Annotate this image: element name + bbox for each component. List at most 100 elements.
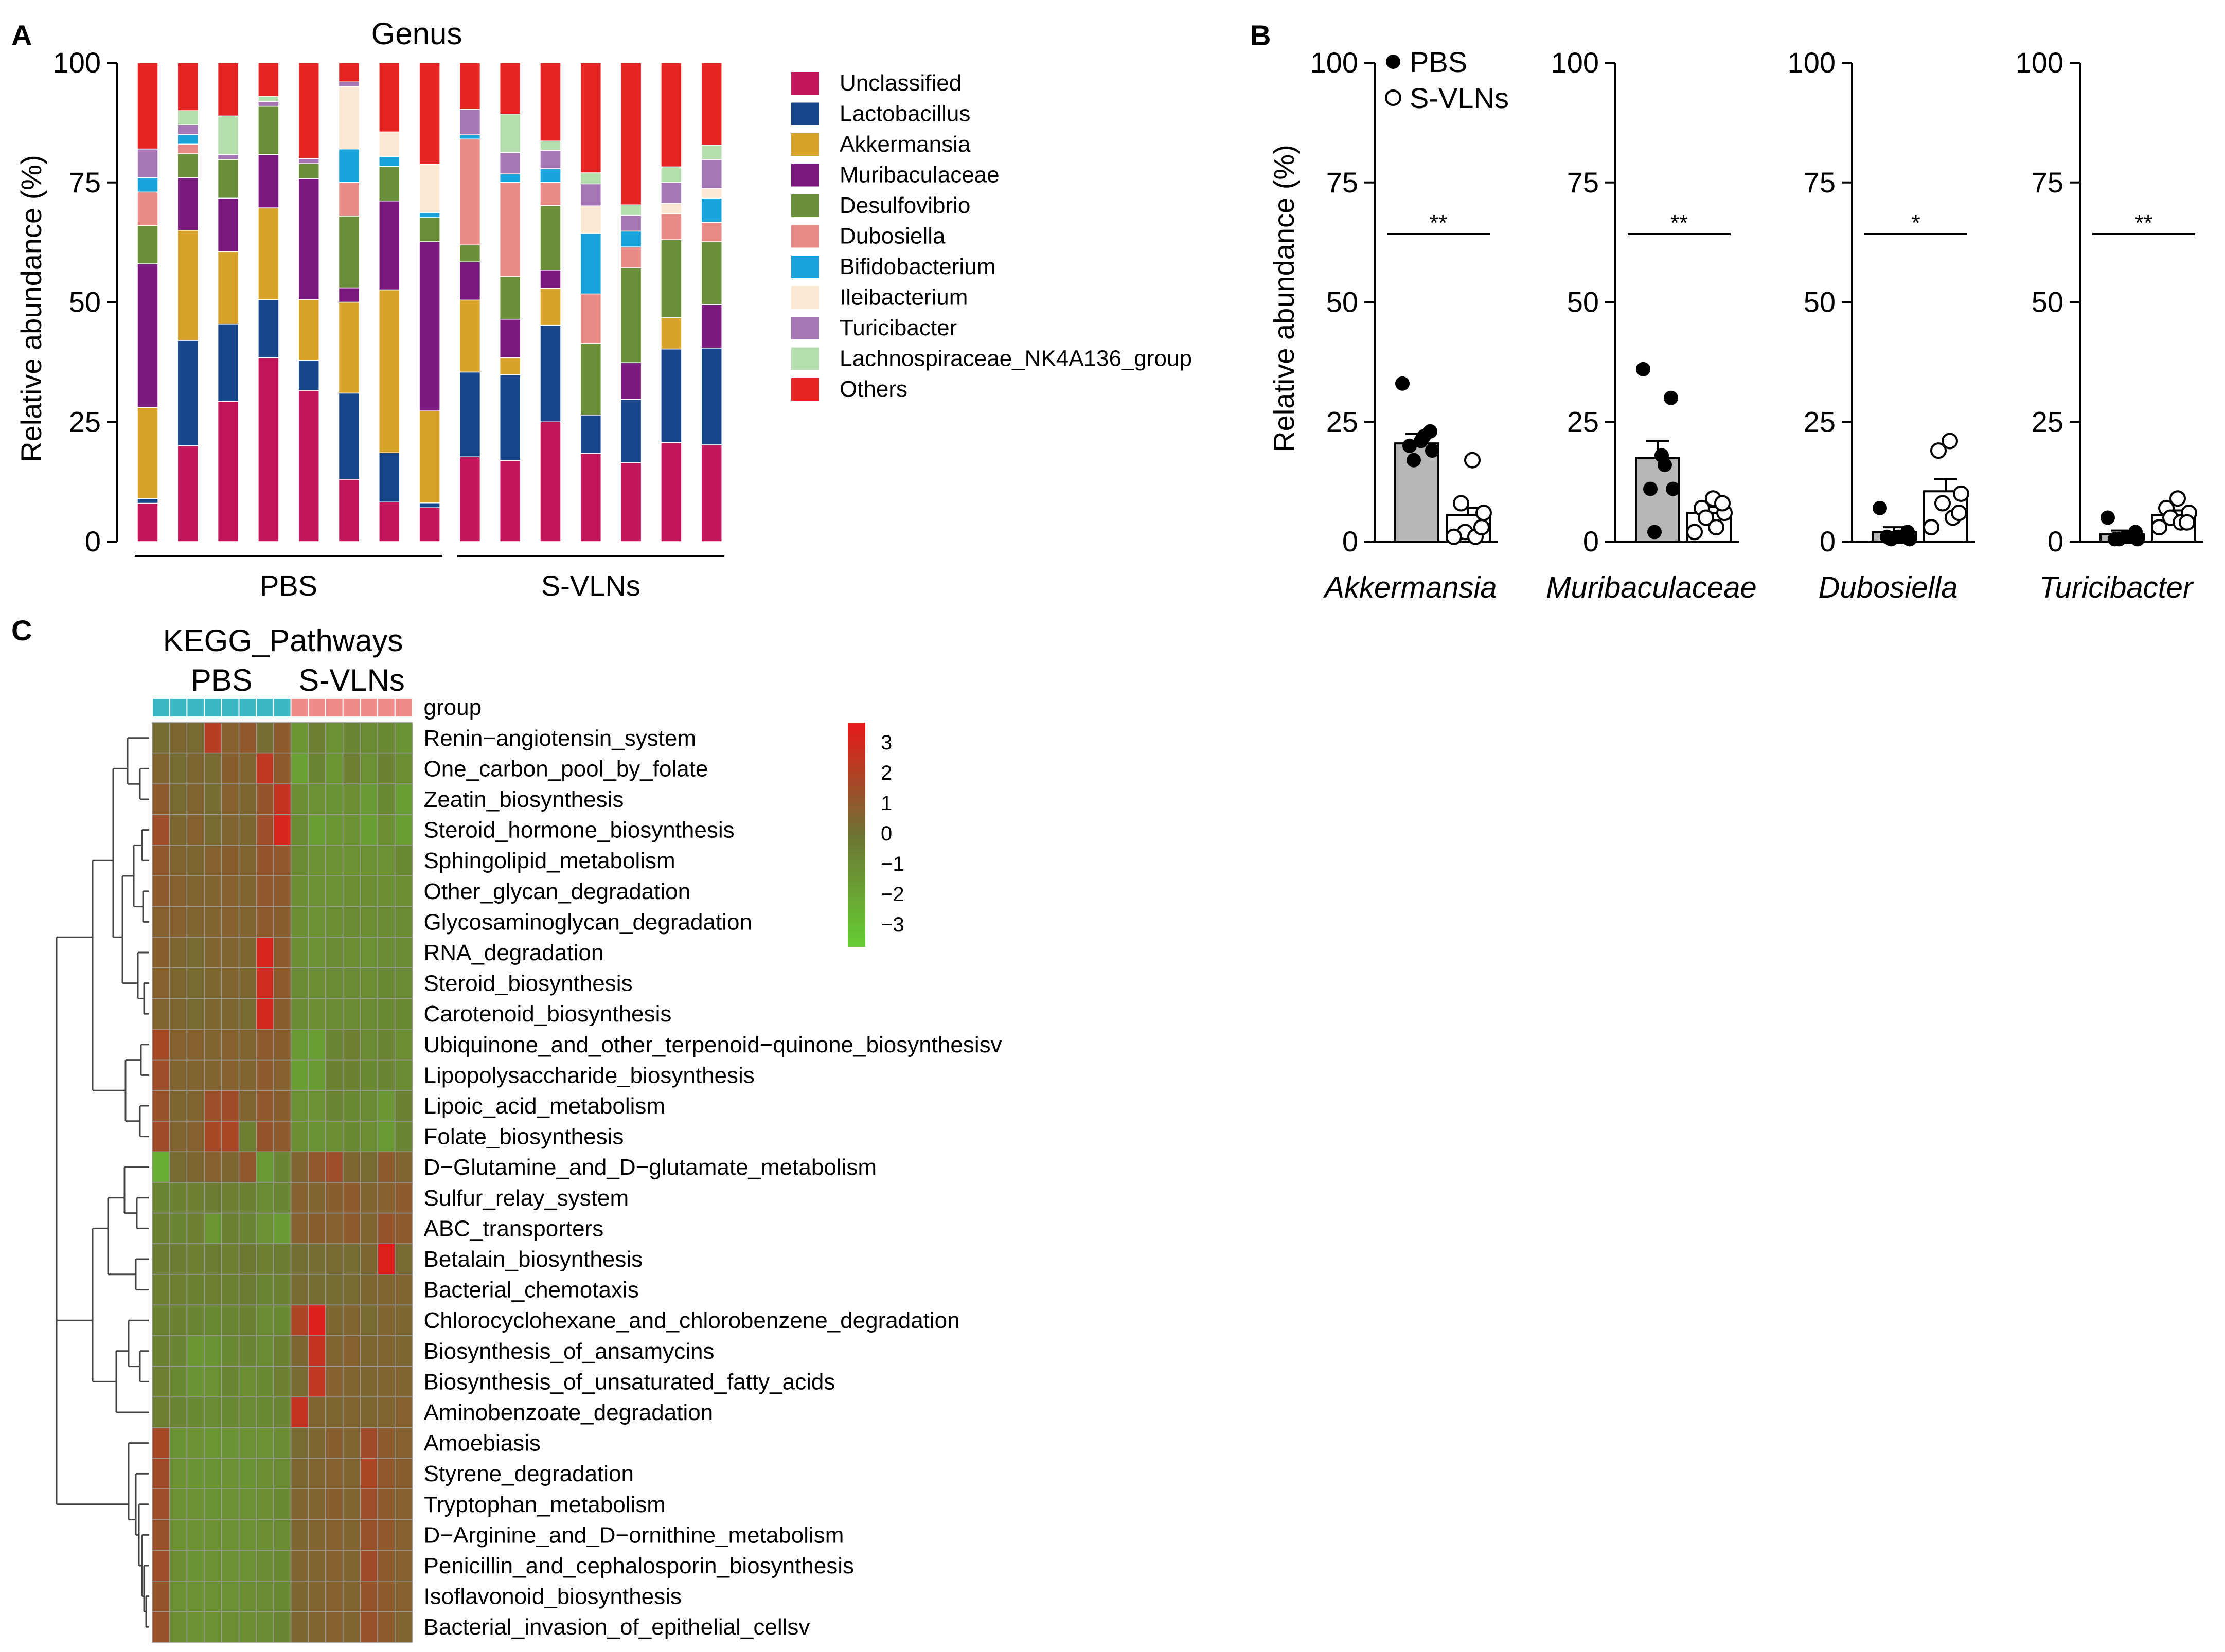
bar-segment — [620, 204, 642, 216]
bar-segment — [258, 105, 279, 155]
bar-segment — [298, 158, 319, 164]
heatmap-cell — [360, 998, 378, 1030]
heatmap-cell — [377, 1121, 396, 1153]
color-scale-step — [848, 834, 865, 839]
heatmap-cell — [152, 1029, 170, 1061]
heatmap-cell — [273, 937, 292, 968]
group-annotation-cell — [360, 698, 379, 717]
heatmap-cell — [186, 814, 205, 846]
taxon-label: Akkermansia — [1323, 571, 1497, 604]
panel-c-row-labels: Renin−angiotensin_system One_carbon_pool_… — [424, 726, 1002, 1640]
heatmap-cell — [360, 783, 378, 815]
heatmap-cell — [325, 1550, 344, 1582]
taxon-label: Dubosiella — [1819, 571, 1958, 604]
heatmap-cell — [256, 722, 274, 754]
s-vlns-data-point — [1446, 528, 1462, 545]
bar-segment — [217, 62, 239, 117]
heatmap-cell — [238, 845, 257, 876]
color-scale-step — [848, 872, 865, 876]
panel-a-group-label: S-VLNs — [541, 569, 640, 602]
heatmap-cell — [360, 906, 378, 938]
color-scale-step — [848, 730, 865, 734]
bar-segment — [580, 453, 602, 542]
heatmap-cell — [221, 752, 240, 784]
heatmap-cell — [169, 1335, 188, 1367]
significance-stars: ** — [1670, 210, 1688, 236]
bar-segment — [338, 81, 360, 87]
panel-a-y-axis-label: Relative abundance (%) — [15, 155, 47, 462]
heatmap-cell — [377, 1274, 396, 1306]
heatmap-cell — [256, 1488, 274, 1520]
heatmap-cell — [395, 967, 413, 999]
panel-b-subplots: 0 25 50 75 100 ** Akkermansia 0 25 50 75 100 ** Murib… — [1310, 46, 2203, 604]
color-scale-tick-label: −3 — [881, 913, 904, 936]
heatmap-cell — [256, 1581, 274, 1612]
y-tick-label: 25 — [1567, 405, 1599, 438]
heatmap-cell — [238, 906, 257, 938]
legend-item-label: Muribaculaceae — [840, 163, 1000, 188]
heatmap-cell — [256, 814, 274, 846]
heatmap-cell — [169, 906, 188, 938]
heatmap-cell — [204, 845, 222, 876]
legend-swatch — [791, 317, 819, 339]
heatmap-cell — [152, 937, 170, 968]
heatmap-cell — [186, 845, 205, 876]
color-scale-step — [848, 726, 865, 731]
heatmap-cell — [238, 1182, 257, 1214]
heatmap-cell — [342, 722, 361, 754]
heatmap-cell — [273, 875, 292, 907]
heatmap-cell — [342, 998, 361, 1030]
color-scale-step — [848, 771, 865, 776]
heatmap-cell — [360, 1212, 378, 1244]
heatmap-cell — [169, 752, 188, 784]
s-vlns-data-point — [2179, 514, 2195, 531]
color-scale-step — [848, 808, 865, 813]
heatmap-cell — [360, 1151, 378, 1183]
heatmap-cell — [377, 1488, 396, 1520]
heatmap-cell — [377, 1335, 396, 1367]
color-scale-step — [848, 849, 865, 854]
significance-stars: ** — [1430, 210, 1447, 236]
heatmap-cell — [186, 1519, 205, 1551]
legend-swatch — [791, 194, 819, 217]
panel-a-legend: Unclassified Lactobacillus Akkermansia Muri… — [791, 70, 1192, 402]
bar-segment — [379, 166, 400, 202]
y-tick-label: 50 — [1804, 286, 1836, 318]
heatmap-cell — [273, 1090, 292, 1122]
heatmap-cell — [169, 1243, 188, 1275]
bar-segment — [661, 166, 682, 183]
heatmap-cell — [204, 783, 222, 815]
color-scale-step — [848, 905, 865, 910]
bar-segment — [338, 148, 360, 183]
heatmap-cell — [152, 1243, 170, 1275]
heatmap-cell — [377, 752, 396, 784]
heatmap-cell — [290, 1488, 309, 1520]
y-tick-label: 100 — [1788, 46, 1836, 79]
heatmap-row-label: Isoflavonoid_biosynthesis — [424, 1584, 682, 1609]
heatmap-cell — [169, 845, 188, 876]
heatmap-cell — [308, 1611, 326, 1643]
heatmap-cell — [152, 1519, 170, 1551]
bar-segment — [499, 374, 521, 461]
heatmap-cell — [169, 998, 188, 1030]
heatmap-cell — [273, 1182, 292, 1214]
color-scale-step — [848, 797, 865, 802]
heatmap-cell — [152, 722, 170, 754]
legend-item-label: Lactobacillus — [840, 101, 970, 127]
heatmap-cell — [325, 1396, 344, 1428]
heatmap-cell — [152, 998, 170, 1030]
bar-segment — [620, 399, 642, 463]
heatmap-cell — [308, 1182, 326, 1214]
heatmap-cell — [325, 875, 344, 907]
heatmap-cell — [290, 875, 309, 907]
heatmap-cell — [360, 1274, 378, 1306]
bar-segment — [701, 62, 722, 146]
heatmap-cell — [395, 1304, 413, 1336]
heatmap-row-label: Steroid_biosynthesis — [424, 971, 633, 996]
heatmap-cell — [395, 1182, 413, 1214]
heatmap-cell — [169, 1611, 188, 1643]
bar-segment — [540, 150, 561, 169]
heatmap-cell — [377, 1029, 396, 1061]
y-tick-label: 50 — [1567, 286, 1599, 318]
heatmap-cell — [395, 1121, 413, 1153]
